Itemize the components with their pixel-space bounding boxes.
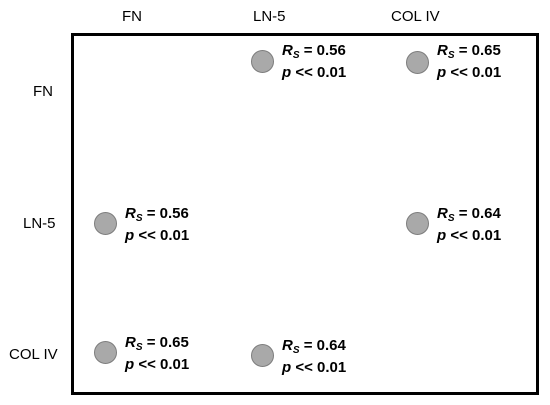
correlation-dot [251, 344, 274, 367]
rs-value: RS = 0.64 [282, 337, 346, 356]
column-header-col-iv: COL IV [391, 8, 440, 25]
correlation-dot [251, 50, 274, 73]
rs-value: RS = 0.65 [125, 334, 189, 353]
row-header-ln5: LN-5 [23, 215, 56, 232]
row-header-col-iv: COL IV [9, 346, 58, 363]
rs-value: RS = 0.65 [437, 42, 501, 61]
p-value: p << 0.01 [125, 356, 190, 373]
column-header-fn: FN [122, 8, 142, 25]
column-header-ln5: LN-5 [253, 8, 286, 25]
correlation-dot [94, 212, 117, 235]
p-value: p << 0.01 [437, 227, 502, 244]
p-value: p << 0.01 [437, 64, 502, 81]
p-value: p << 0.01 [282, 359, 347, 376]
correlation-dot [94, 341, 117, 364]
rs-value: RS = 0.64 [437, 205, 501, 224]
correlation-matrix-frame [71, 33, 539, 395]
correlation-dot [406, 51, 429, 74]
correlation-dot [406, 212, 429, 235]
rs-value: RS = 0.56 [282, 42, 346, 61]
rs-value: RS = 0.56 [125, 205, 189, 224]
p-value: p << 0.01 [125, 227, 190, 244]
p-value: p << 0.01 [282, 64, 347, 81]
row-header-fn: FN [33, 83, 53, 100]
